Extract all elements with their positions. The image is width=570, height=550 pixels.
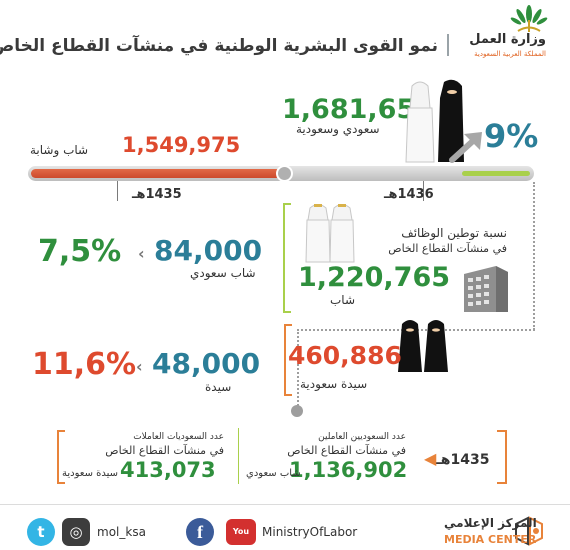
male-workers-value: 1,220,765: [298, 262, 451, 293]
media-center-subtitle: MEDIA CENTER: [444, 533, 537, 546]
new-male-jobs-value: 84,000: [154, 234, 263, 267]
chevron-left-icon: ‹: [136, 357, 143, 376]
female-bracket: [284, 324, 292, 396]
baseline-year: 1435هـ: [436, 452, 490, 468]
baseline-female-title: عدد السعوديات العاملات: [133, 432, 224, 442]
female-growth-percentage: 11,6%: [32, 347, 137, 382]
twitter-handle-link[interactable]: mol_ksa: [97, 525, 146, 539]
new-female-jobs-label: سيدة: [205, 380, 232, 394]
chevron-left-icon: ◀: [424, 449, 437, 468]
new-female-jobs-value: 48,000: [152, 347, 261, 380]
saudi-couple-icon: [400, 78, 466, 168]
youth-total-label: شاب وشابة: [30, 143, 89, 157]
youtube-icon[interactable]: You Tube: [226, 519, 256, 545]
baseline-female-subtitle: في منشآت القطاع الخاص: [105, 444, 224, 457]
facebook-icon[interactable]: f: [186, 518, 214, 546]
year-1435-label: 1435هـ: [132, 187, 182, 202]
progress-marker: [276, 165, 293, 182]
tick-1436: [423, 181, 424, 201]
saudi-men-icon: [302, 202, 360, 268]
building-icon: [460, 262, 512, 318]
growth-arrow-icon: [448, 130, 488, 168]
connector-end-dot: [291, 405, 303, 417]
female-workers-label: سيدة سعودية: [300, 377, 368, 391]
chevron-left-icon: ‹: [138, 244, 145, 263]
footer-divider: [0, 504, 570, 505]
youth-total-value: 1,549,975: [122, 133, 241, 157]
baseline-male-title: عدد السعوديين العاملين: [318, 432, 406, 442]
ministry-subtitle: المملكة العربية السعودية: [474, 50, 546, 58]
new-male-jobs-label: شاب سعودي: [190, 266, 256, 280]
instagram-icon[interactable]: ◎: [62, 518, 90, 546]
male-growth-percentage: 7,5%: [38, 234, 122, 269]
saudi-women-icon: [396, 318, 454, 378]
male-workers-label: شاب: [330, 293, 356, 307]
jobs-title: نسبة توطين الوظائف: [401, 226, 507, 240]
female-workers-value: 460,886: [288, 341, 402, 370]
progress-fill: [31, 169, 281, 178]
connector-line: [297, 329, 299, 409]
baseline-female-unit: سيدة سعودية: [62, 468, 119, 479]
baseline-bracket: [497, 430, 507, 484]
ministry-logo: [510, 4, 548, 40]
ministry-name: وزارة العمل: [469, 32, 546, 47]
media-center-title: المركز الإعلامي: [444, 516, 537, 530]
tick-1435: [117, 181, 118, 201]
baseline-male-unit: شاب سعودي: [246, 468, 301, 479]
twitter-icon[interactable]: t: [27, 518, 55, 546]
baseline-male-value: 1,136,902: [289, 458, 408, 482]
page-title: نمو القوى البشرية الوطنية في منشآت القطا…: [0, 36, 438, 56]
progress-highlight: [462, 171, 530, 176]
baseline-left-bracket: [57, 430, 65, 484]
baseline-male-subtitle: في منشآت القطاع الخاص: [287, 444, 406, 457]
baseline-divider: [238, 428, 239, 484]
year-1436-label: 1436هـ: [384, 187, 434, 202]
baseline-female-value: 413,073: [120, 458, 216, 482]
connector-line: [533, 182, 535, 330]
media-center-logo-icon: [514, 516, 544, 550]
growth-percentage: 9%: [484, 117, 539, 155]
saudi-total-label: سعودي وسعودية: [296, 122, 380, 136]
youtube-handle-link[interactable]: MinistryOfLabor: [262, 525, 358, 539]
jobs-bracket: [283, 203, 291, 313]
jobs-subtitle: في منشآت القطاع الخاص: [388, 242, 507, 255]
header-divider: [447, 34, 449, 56]
